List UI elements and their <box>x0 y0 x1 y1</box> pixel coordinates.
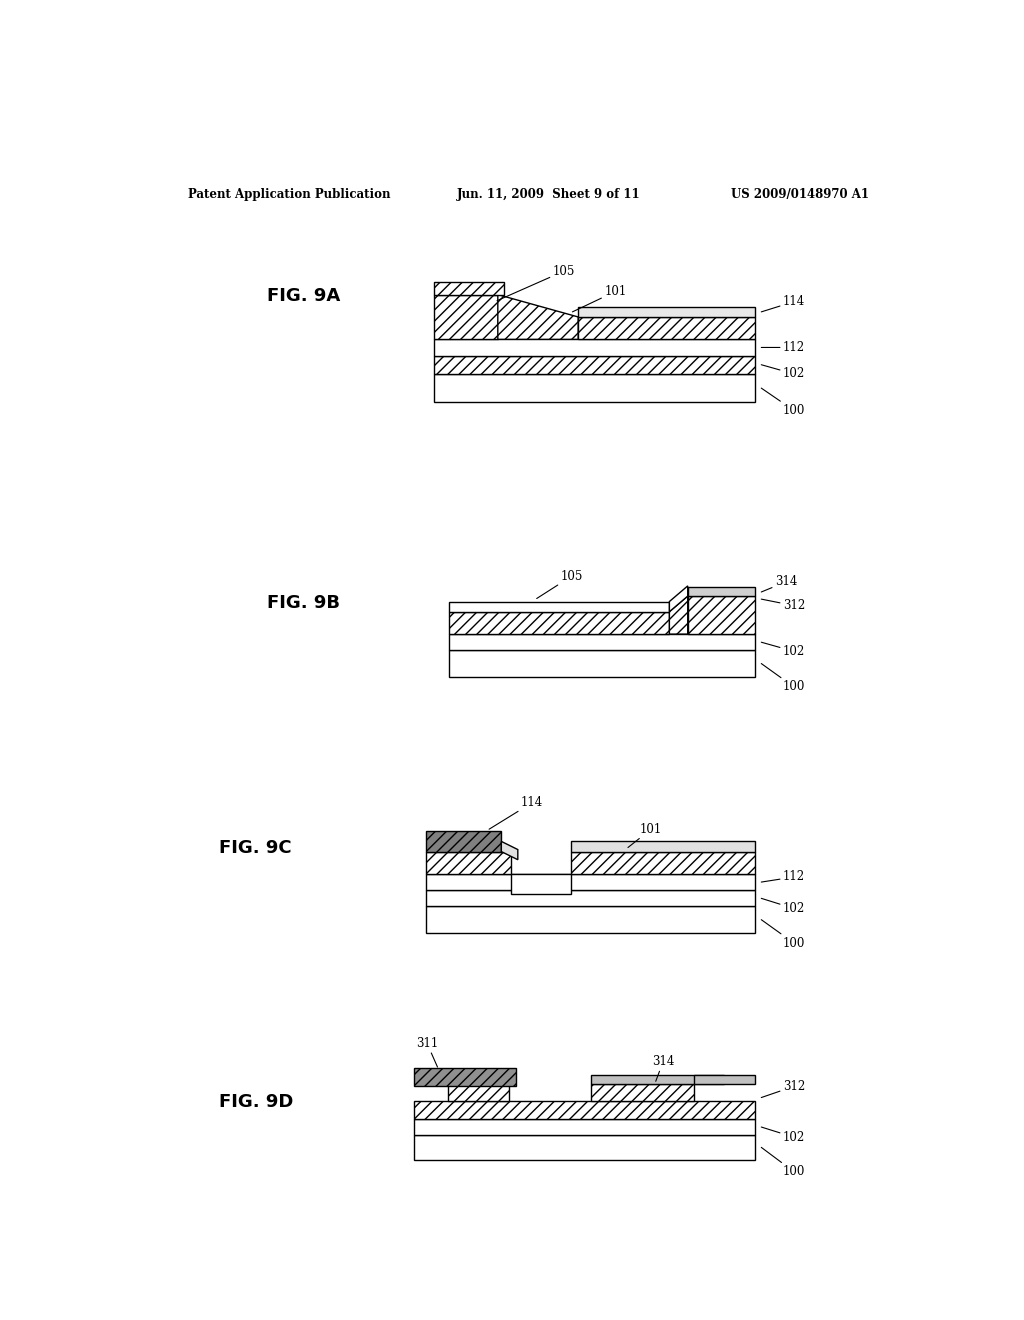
Polygon shape <box>426 832 502 851</box>
Text: 101: 101 <box>572 285 627 312</box>
Text: 314: 314 <box>761 576 797 591</box>
Polygon shape <box>414 1068 516 1086</box>
Polygon shape <box>433 294 498 339</box>
Polygon shape <box>579 306 755 317</box>
Polygon shape <box>570 851 755 874</box>
Polygon shape <box>693 1076 755 1084</box>
Polygon shape <box>670 597 688 634</box>
Text: US 2009/0148970 A1: US 2009/0148970 A1 <box>731 189 869 202</box>
Text: 100: 100 <box>761 1147 805 1179</box>
Text: 100: 100 <box>761 664 805 693</box>
Polygon shape <box>511 874 570 894</box>
Polygon shape <box>414 1101 755 1119</box>
Polygon shape <box>426 874 755 890</box>
Text: 102: 102 <box>761 643 805 657</box>
Text: 102: 102 <box>761 364 805 380</box>
Text: Patent Application Publication: Patent Application Publication <box>187 189 390 202</box>
Text: Jun. 11, 2009  Sheet 9 of 11: Jun. 11, 2009 Sheet 9 of 11 <box>458 189 641 202</box>
Text: 114: 114 <box>761 296 805 312</box>
Polygon shape <box>591 1076 724 1084</box>
Text: 314: 314 <box>652 1056 674 1081</box>
Text: 105: 105 <box>537 570 583 598</box>
Polygon shape <box>450 651 755 677</box>
Polygon shape <box>591 1084 693 1101</box>
Polygon shape <box>498 294 579 339</box>
Text: 114: 114 <box>489 796 543 829</box>
Polygon shape <box>426 851 511 874</box>
Text: 312: 312 <box>761 1080 805 1097</box>
Polygon shape <box>688 597 755 634</box>
Polygon shape <box>570 841 755 851</box>
Text: 312: 312 <box>761 599 805 612</box>
Text: 102: 102 <box>761 899 805 915</box>
Polygon shape <box>433 355 755 374</box>
Text: FIG. 9C: FIG. 9C <box>219 838 292 857</box>
Polygon shape <box>414 1119 755 1135</box>
Text: FIG. 9A: FIG. 9A <box>267 286 340 305</box>
Polygon shape <box>433 374 755 403</box>
Text: 112: 112 <box>761 341 805 354</box>
Polygon shape <box>579 317 755 339</box>
Text: 112: 112 <box>761 870 805 883</box>
Polygon shape <box>502 841 518 859</box>
Text: 102: 102 <box>761 1127 805 1143</box>
Polygon shape <box>670 586 688 611</box>
Polygon shape <box>414 1135 755 1159</box>
Text: FIG. 9B: FIG. 9B <box>267 594 340 611</box>
Polygon shape <box>450 602 670 611</box>
Polygon shape <box>447 1084 509 1101</box>
Text: 311: 311 <box>416 1038 438 1067</box>
Text: 100: 100 <box>761 920 805 949</box>
Polygon shape <box>426 890 755 907</box>
Polygon shape <box>433 282 504 294</box>
Polygon shape <box>450 634 755 651</box>
Polygon shape <box>433 339 755 355</box>
Text: 100: 100 <box>761 388 805 417</box>
Text: 105: 105 <box>497 265 574 301</box>
Text: FIG. 9D: FIG. 9D <box>219 1093 294 1110</box>
Text: 101: 101 <box>628 822 663 847</box>
Polygon shape <box>688 587 755 597</box>
Polygon shape <box>450 611 670 634</box>
Polygon shape <box>426 907 755 933</box>
